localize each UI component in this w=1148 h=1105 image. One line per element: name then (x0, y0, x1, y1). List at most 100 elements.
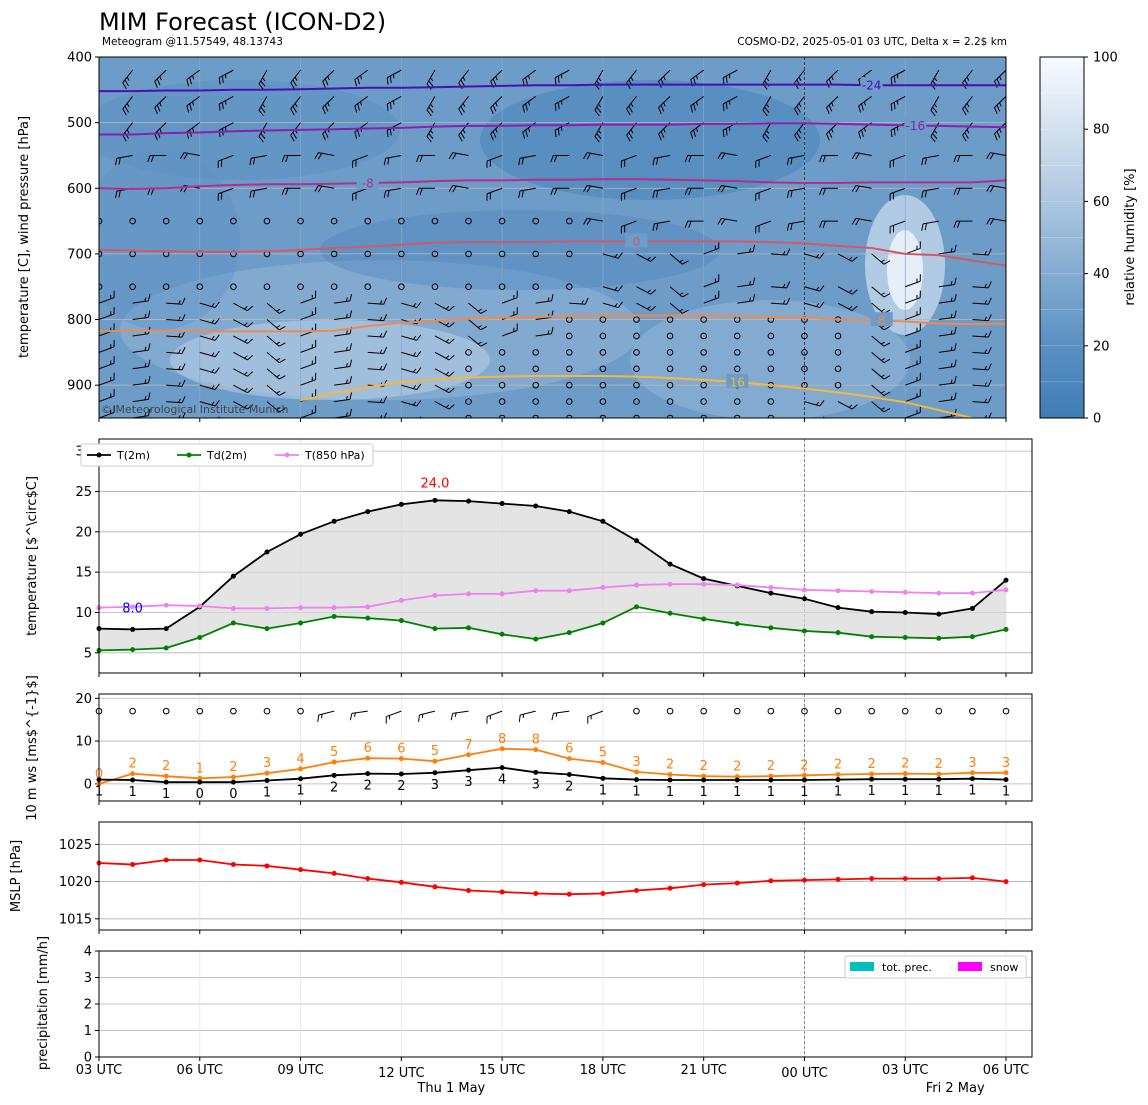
wind-barb (258, 96, 268, 116)
calm-wind-marker (364, 283, 372, 291)
wind-barb (722, 69, 738, 85)
t850-point (801, 587, 807, 593)
wind-barb (938, 326, 957, 337)
wind-barb (890, 95, 906, 111)
wind-barb (490, 122, 503, 141)
calm-wind-marker (498, 365, 506, 373)
wind-barb (770, 297, 791, 305)
wind-barb (858, 122, 872, 139)
wind-barb (300, 290, 317, 304)
mslp-point (197, 857, 203, 863)
wind-barb (930, 96, 940, 116)
t850-point (130, 604, 136, 610)
legend-label: tot. prec. (882, 961, 932, 974)
wind-barb (890, 69, 906, 85)
gust-point (264, 770, 270, 776)
wind-barb (550, 154, 570, 163)
y-tick-label: 10 (75, 606, 92, 621)
mslp-point (230, 861, 236, 867)
wind-barb (669, 286, 689, 298)
wind-barb (448, 152, 469, 160)
gust-point (432, 758, 438, 764)
gust-label: 2 (666, 757, 674, 772)
t850-point (163, 602, 169, 608)
gust-point (936, 771, 942, 777)
calm-wind-marker (532, 283, 540, 291)
t850-point (667, 581, 673, 587)
gust-point (499, 746, 505, 752)
wind-barb (717, 185, 738, 193)
wind-barb (583, 185, 603, 193)
x-tick-label: 12 UTC (378, 1066, 424, 1081)
wind-speed-point (331, 772, 337, 778)
wind-barb (199, 367, 220, 374)
t2m-point (701, 576, 707, 582)
panel-frame (98, 438, 1033, 674)
gust-point (365, 755, 371, 761)
t2m-point (1003, 577, 1009, 583)
wind-speed-label: 3 (532, 777, 540, 792)
gust-label: 2 (901, 757, 909, 772)
wind-speed-label: 1 (1002, 785, 1010, 800)
gust-label: 1 (196, 761, 204, 776)
wind-barb (199, 301, 220, 309)
wind-barb (838, 417, 840, 418)
t850-point (969, 590, 975, 596)
t2m-point (130, 626, 136, 632)
y-tick-label: 20 (75, 525, 92, 540)
x-tick-label: 18 UTC (580, 1063, 626, 1078)
wind-barb (199, 334, 220, 341)
calm-wind-marker (465, 398, 472, 405)
wind-barb (434, 384, 455, 394)
upper-air-y-label: temperature [C], wind pressure [hPa] (17, 116, 32, 358)
wind-barb (434, 417, 436, 418)
gust-point (969, 770, 975, 776)
legend-frame (844, 955, 1027, 979)
wind-barb (258, 69, 268, 90)
wind-barb (554, 95, 570, 111)
wind-barb (871, 286, 891, 298)
wind-barb (334, 293, 353, 304)
t850-point (432, 593, 438, 599)
t2m-line (98, 499, 1007, 631)
wind-speed-point (264, 777, 270, 783)
gust-label: 2 (800, 758, 808, 773)
t850-point (701, 581, 707, 587)
wind-barb (401, 334, 422, 341)
wind-barb (233, 384, 254, 394)
mslp-point (398, 879, 404, 885)
wind-barb (434, 302, 455, 312)
wind-barb (99, 339, 115, 353)
t2m-point (398, 501, 404, 507)
calm-wind-marker (364, 217, 372, 225)
t850-point (398, 597, 404, 603)
wind-barb (317, 710, 335, 723)
wind-barb (551, 710, 570, 721)
calm-wind-marker (733, 398, 741, 405)
wind-barb (415, 187, 435, 195)
gust-point (835, 771, 841, 777)
calm-wind-marker (700, 349, 707, 356)
td2m-point (734, 621, 740, 627)
gust-label: 6 (565, 742, 573, 757)
wind-barb (132, 392, 151, 403)
wind-barb (1005, 303, 1006, 304)
wind-barb (786, 220, 805, 231)
wind-barb (717, 152, 738, 160)
mslp-point (869, 876, 875, 882)
wind-speed-label: 1 (968, 784, 976, 799)
calm-wind-marker (330, 250, 338, 258)
t2m-point (902, 609, 908, 615)
wind-barb (658, 96, 671, 115)
wind-speed-label: 1 (296, 784, 304, 799)
wind-barb (217, 154, 234, 168)
isotherm-label: -24 (862, 79, 882, 93)
wind-barb (122, 69, 133, 89)
calm-wind-marker (834, 349, 842, 356)
gust-label: 2 (128, 757, 136, 772)
wind-speed-label: 1 (599, 783, 607, 798)
calm-wind-marker (498, 398, 506, 405)
wind-barb (620, 154, 637, 168)
calm-wind-marker (633, 398, 640, 405)
calm-wind-marker (162, 283, 170, 291)
